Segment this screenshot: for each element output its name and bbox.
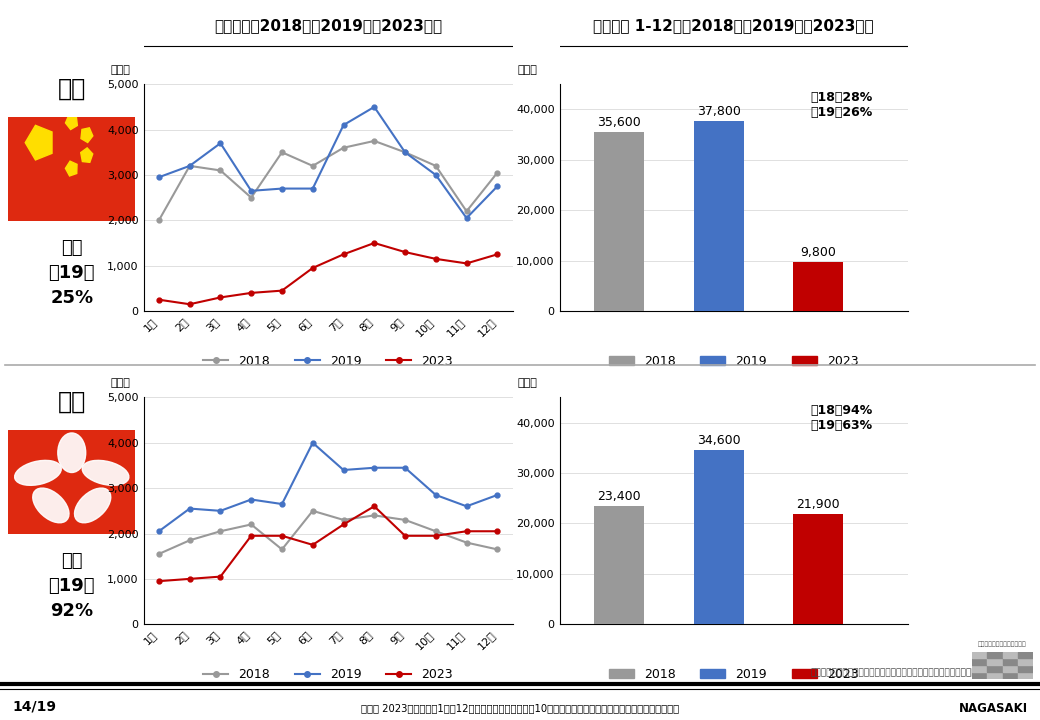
Ellipse shape [15,460,61,485]
Bar [1018,652,1033,658]
Bar [988,672,1003,679]
Bar [595,132,644,311]
Text: 市場
対19年
25%: 市場 対19年 25% [49,239,95,307]
Bar [1003,658,1018,665]
Bar [988,652,1003,658]
Bar [794,514,843,624]
Bar [1018,665,1033,672]
Legend: 2018, 2019, 2023: 2018, 2019, 2023 [603,663,864,686]
Text: （注） 2023年の数値は1月～12月確定値。表示の数値は10人単位を四捨五入。増加率は元データにより算出: （注） 2023年の数値は1月～12月確定値。表示の数値は10人単位を四捨五入。… [361,703,679,713]
Text: （人）: （人） [110,66,130,75]
Ellipse shape [32,488,69,523]
Bar [694,450,744,624]
Circle shape [64,476,79,488]
Bar [595,506,644,624]
Text: （人）: （人） [518,66,538,75]
Text: 対18年28%
対19年26%: 対18年28% 対19年26% [810,91,873,119]
Text: 同期間比 1-12月（2018年、2019年、2023年）: 同期間比 1-12月（2018年、2019年、2023年） [594,19,874,34]
Text: 9,800: 9,800 [801,246,836,258]
Legend: 2018, 2019, 2023: 2018, 2019, 2023 [603,350,864,373]
Ellipse shape [58,433,85,472]
Ellipse shape [75,488,111,523]
Bar [794,261,843,311]
Text: 23,400: 23,400 [597,490,641,503]
Text: （人）: （人） [518,379,538,388]
Bar [1003,665,1018,672]
Bar [972,672,988,679]
Bar [972,658,988,665]
Text: 14/19: 14/19 [12,699,56,713]
Text: 37,800: 37,800 [697,104,740,117]
Text: NAGASAKI: NAGASAKI [959,701,1028,715]
Text: 中国: 中国 [57,77,86,101]
Text: 暮らしのそばに、ほら世界。: 暮らしのそばに、ほら世界。 [979,642,1026,647]
Bar [972,652,988,658]
Bar [1018,658,1033,665]
Text: 21,900: 21,900 [797,498,840,511]
Bar [1018,672,1033,679]
Text: 市場
対19年
92%: 市場 対19年 92% [49,552,95,620]
Bar [1003,652,1018,658]
Text: 資料）株式会社ドコモ・インサイトマーケティング　モバイル空間統計®を基に作成: 資料）株式会社ドコモ・インサイトマーケティング モバイル空間統計®を基に作成 [810,668,1018,678]
Bar [1003,672,1018,679]
Bar [972,665,988,672]
Bar [694,120,744,311]
Text: 年間推移（2018年、2019年、2023年）: 年間推移（2018年、2019年、2023年） [214,19,442,34]
Bar [988,658,1003,665]
Ellipse shape [82,460,129,485]
Text: 対18年94%
対19年63%: 対18年94% 対19年63% [810,404,873,432]
Text: 35,600: 35,600 [597,116,641,129]
Text: 香港: 香港 [57,390,86,414]
Text: （人）: （人） [110,379,130,388]
Legend: 2018, 2019, 2023: 2018, 2019, 2023 [198,663,458,686]
Text: 34,600: 34,600 [697,434,740,447]
Legend: 2018, 2019, 2023: 2018, 2019, 2023 [198,350,458,373]
Bar [988,665,1003,672]
